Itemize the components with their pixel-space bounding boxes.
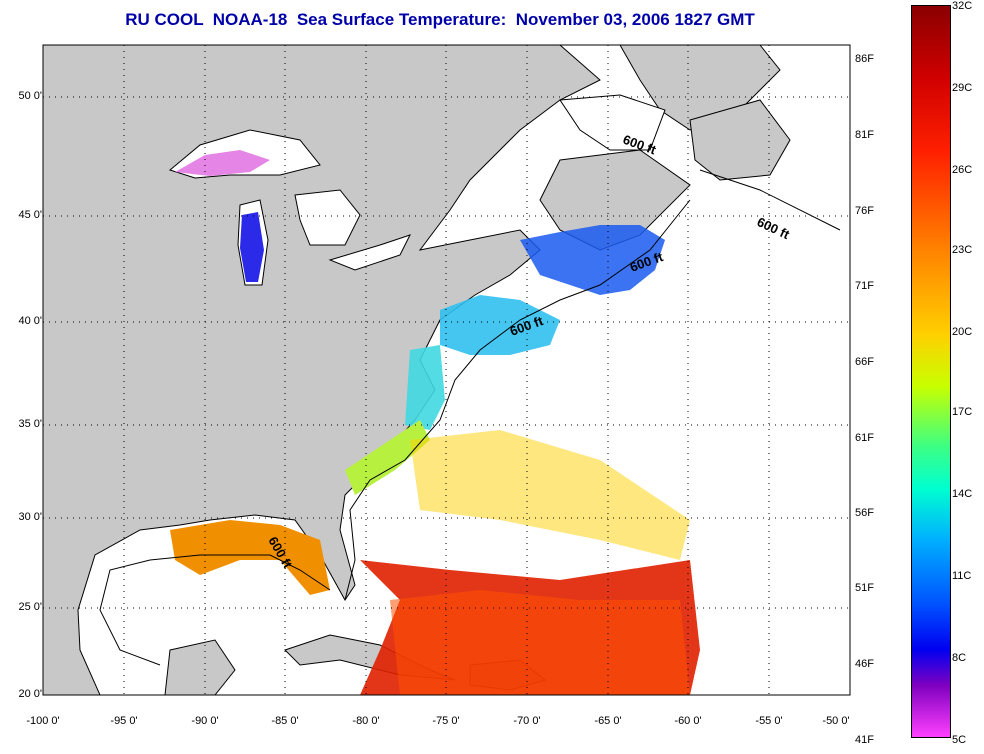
sst-sargasso-scattered [410,430,690,560]
st-lawrence-gulf [559,94,666,151]
sst-carolina-shelf [345,420,430,495]
lon-label: -50 0' [822,715,850,727]
sst-lake-superior [175,150,270,176]
colorbar-f-label: 61F [855,432,874,444]
yucatan-land [164,639,236,695]
isobath-label: 600 ft [755,214,793,242]
colorbar-f-label: 46F [855,658,874,670]
colorbar-c-label: 14C [952,488,973,500]
colorbar-f-label: 51F [855,582,874,594]
colorbar-c-label: 20C [952,326,973,338]
colorbar-c-label: 17C [952,406,973,418]
lon-label: -95 0' [110,715,138,727]
lon-label: -65 0' [594,715,622,727]
graticule [43,45,850,695]
colorbar-f-label: 81F [855,129,874,141]
sst-southern-warm [390,590,690,695]
colorbar-c-label: 5C [952,734,967,746]
colorbar-f-label: 71F [855,280,874,292]
lat-label: 45 0' [18,209,42,221]
lon-label: -60 0' [674,715,702,727]
lon-label: -100 0' [26,715,60,727]
colorbar-c-label: 29C [952,82,973,94]
sst-midatlantic-shelf [440,295,560,355]
lon-label: -55 0' [755,715,783,727]
newfoundland-island [689,99,791,181]
lon-label: -70 0' [513,715,541,727]
colorbar-f-label: 41F [855,734,874,746]
lat-label: 40 0' [18,315,42,327]
lon-label: -80 0' [352,715,380,727]
lake-huron [294,189,361,246]
sst-northern-gulf [170,520,330,595]
colorbar-c-label: 23C [952,244,973,256]
colorbar-f-label: 56F [855,507,874,519]
map-title: RU COOL NOAA-18 Sea Surface Temperature:… [125,10,755,29]
lat-label: 30 0' [18,511,42,523]
lon-label: -90 0' [191,715,219,727]
lat-label: 50 0' [18,90,42,102]
sst-virginia-shelf [405,345,445,430]
lat-label: 20 0' [18,688,42,700]
map-frame [42,44,851,696]
lat-label: 25 0' [18,601,42,613]
colorbar-c-label: 11C [952,570,972,582]
colorbar-c-label: 8C [952,652,967,664]
colorbar-f-label: 86F [855,53,874,65]
isobath-600ft-line [99,169,841,666]
temperature-colorbar [911,5,951,738]
lon-label: -75 0' [432,715,460,727]
sst-lake-michigan [240,212,264,282]
colorbar-f-label: 76F [855,205,874,217]
lon-label: -85 0' [271,715,299,727]
colorbar-f-label: 66F [855,356,874,368]
sst-gulf-of-maine [520,225,665,295]
colorbar-c-label: 32C [952,0,973,12]
lat-label: 35 0' [18,418,42,430]
lake-erie-ontario [328,234,411,271]
colorbar-c-label: 26C [952,164,973,176]
